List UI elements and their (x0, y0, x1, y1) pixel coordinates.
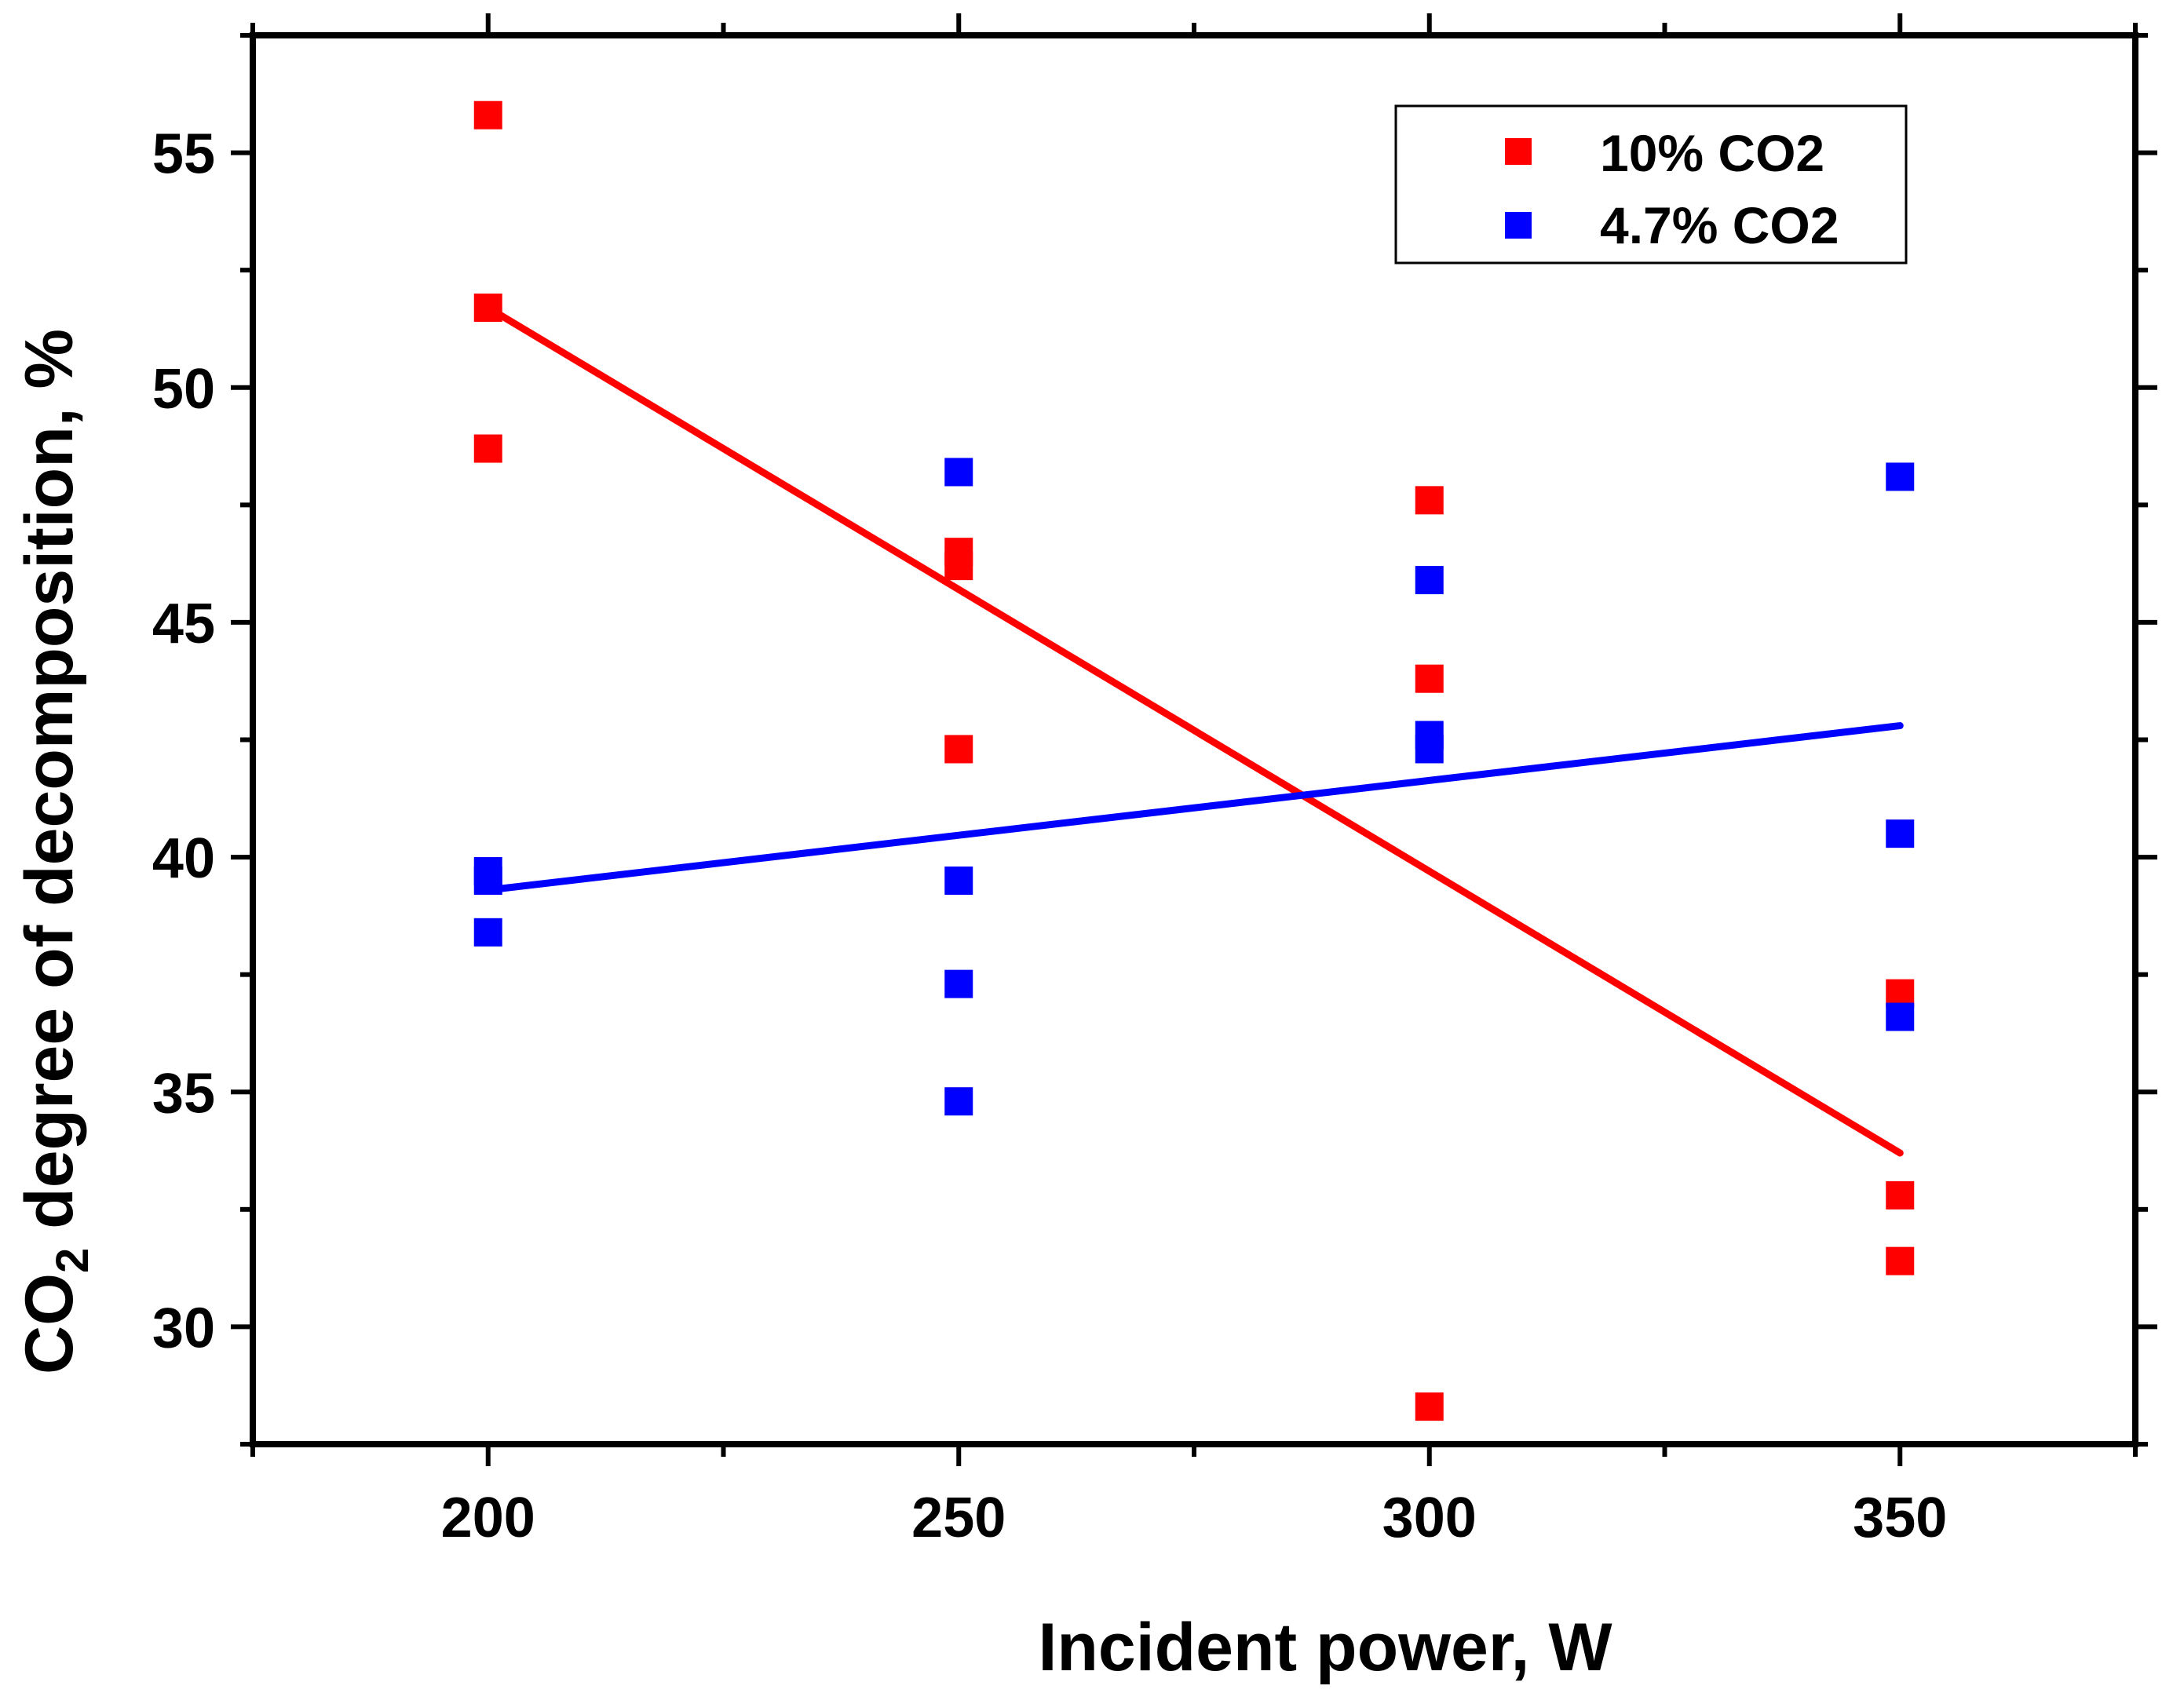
y-axis-title-subscript: 2 (47, 1248, 98, 1273)
point-10pct (944, 552, 973, 581)
point-4-7pct (944, 867, 973, 895)
point-10pct (1415, 486, 1444, 515)
point-4-7pct (1415, 566, 1444, 595)
point-10pct (473, 100, 502, 130)
y-axis-title-suffix: degree of decomposition, % (12, 329, 87, 1248)
point-10pct (1886, 1246, 1915, 1275)
legend-marker-10pct (1505, 138, 1532, 165)
y-tick-label: 40 (152, 827, 215, 890)
point-10pct (944, 735, 973, 764)
legend-marker-4-7pct (1505, 212, 1532, 239)
point-10pct (1886, 1180, 1915, 1210)
fit-line-10pct (484, 304, 1904, 1157)
point-10pct (1415, 1392, 1444, 1421)
y-axis-title-prefix: CO (12, 1273, 87, 1374)
fit-line-4-7pct (484, 722, 1904, 894)
point-4-7pct (944, 1087, 973, 1116)
point-4-7pct (944, 969, 973, 998)
data-points (473, 100, 1915, 1421)
point-4-7pct (1415, 735, 1444, 764)
y-tick-label: 55 (152, 123, 215, 186)
legend-label-10pct: 10% CO2 (1600, 124, 1824, 182)
x-axis-title: Incident power, W (1038, 1610, 1612, 1685)
y-tick-label: 50 (152, 358, 215, 421)
point-4-7pct (1886, 462, 1915, 491)
point-10pct (1415, 664, 1444, 693)
legend-box (1394, 104, 1908, 265)
y-tick-label: 35 (152, 1062, 215, 1125)
x-tick-label: 300 (1382, 1487, 1477, 1549)
fit-lines (484, 304, 1904, 1157)
point-10pct (473, 434, 502, 463)
point-4-7pct (944, 458, 973, 487)
x-axis-ticks: 200 250 300 350 (250, 13, 2138, 1549)
y-axis-title: CO2 degree of decomposition, % (12, 329, 98, 1374)
y-tick-label: 30 (152, 1297, 215, 1359)
point-4-7pct (473, 867, 502, 895)
point-4-7pct (1886, 819, 1915, 848)
point-10pct (473, 294, 502, 323)
y-tick-label: 45 (152, 593, 215, 655)
y-axis-ticks: 30 35 40 45 50 55 (152, 33, 2157, 1447)
x-tick-label: 200 (441, 1487, 535, 1549)
legend-label-4-7pct: 4.7% CO2 (1600, 196, 1839, 254)
point-4-7pct (1886, 1002, 1915, 1031)
legend: 10% CO2 4.7% CO2 (1394, 104, 1908, 265)
point-4-7pct (473, 918, 502, 947)
x-tick-label: 350 (1853, 1487, 1947, 1549)
x-tick-label: 250 (911, 1487, 1006, 1549)
